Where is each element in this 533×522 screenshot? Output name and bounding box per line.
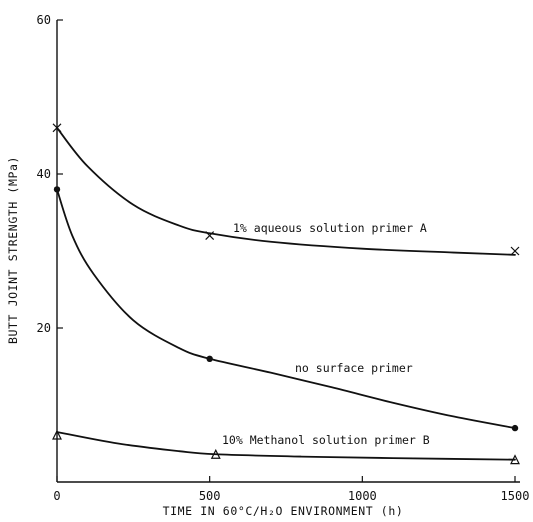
dot-marker [53, 186, 61, 193]
x-tick-label: 1500 [501, 489, 530, 503]
curves [56, 126, 516, 461]
x-axis-title: TIME IN 60°C/H₂O ENVIRONMENT (h) [163, 504, 404, 518]
ticks: 0 500 1000 1500 20 40 60 [37, 13, 530, 503]
x-tick-label: 0 [53, 489, 60, 503]
dot-marker [511, 424, 519, 432]
y-axis-title: BUTT JOINT STRENGTH (MPa) [6, 156, 20, 344]
series-label-primer-a: 1% aqueous solution primer A [233, 221, 427, 235]
x-marker-stroke [205, 231, 215, 241]
x-marker [205, 231, 215, 241]
triangle-marker [210, 448, 221, 459]
y-tick-label: 60 [37, 13, 51, 27]
series-label-no-primer: no surface primer [295, 361, 413, 375]
triangle-marker [52, 429, 62, 440]
axes [56, 20, 520, 483]
x-marker [510, 246, 520, 256]
curve-primer-b [56, 431, 516, 461]
x-tick-label: 500 [199, 489, 221, 503]
series-label-primer-b: 10% Methanol solution primer B [222, 433, 430, 447]
y-tick-label: 20 [37, 321, 51, 335]
curve-primer-a [56, 126, 516, 256]
x-tick-label: 1000 [348, 489, 377, 503]
markers [52, 123, 520, 465]
dot-marker [206, 355, 213, 362]
triangle-marker [510, 454, 520, 465]
x-marker-stroke [52, 123, 62, 133]
y-tick-label: 40 [37, 167, 51, 181]
x-marker-stroke [510, 246, 520, 256]
x-marker [52, 123, 62, 133]
